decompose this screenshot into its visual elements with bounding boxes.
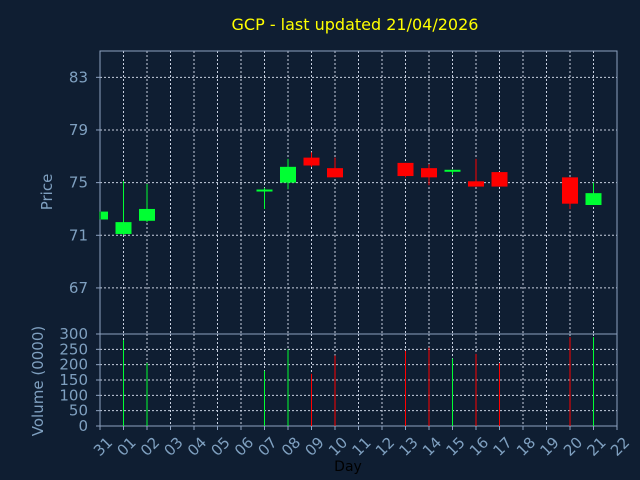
x-tick-label: 31 (90, 434, 116, 460)
candle (562, 177, 578, 209)
candle-body (491, 172, 508, 187)
x-tick-label: 20 (560, 434, 586, 460)
candle-body (397, 162, 414, 177)
x-tick-label: 05 (208, 434, 234, 460)
x-tick-label: 21 (584, 434, 610, 460)
candle-body (585, 193, 602, 206)
candle-body (256, 189, 273, 192)
volume-axis-label: Volume (0000) (29, 326, 47, 436)
x-tick-label: 09 (302, 434, 328, 460)
x-tick-label: 01 (114, 434, 140, 460)
candle (99, 211, 108, 220)
x-tick-label: 22 (607, 434, 633, 460)
x-tick-label: 11 (349, 434, 375, 460)
candle (139, 183, 155, 223)
x-tick-label: 07 (255, 434, 281, 460)
volume-tick-label: 250 (59, 340, 88, 358)
candle-body (101, 211, 108, 220)
x-tick-label: 02 (137, 434, 163, 460)
price-tick-label: 83 (69, 68, 88, 86)
price-tick-label: 79 (69, 121, 88, 139)
candle (256, 187, 273, 209)
volume-tick-label: 50 (69, 402, 88, 420)
volume-tick-label: 150 (59, 371, 88, 389)
price-axis-label: Price (38, 174, 56, 211)
x-tick-label: 08 (278, 434, 304, 460)
candle (397, 162, 414, 178)
candle (468, 158, 484, 187)
candle (115, 181, 132, 236)
price-tick-label: 71 (69, 226, 88, 244)
volume-tick-label: 200 (59, 356, 88, 374)
price-tick-label: 75 (69, 174, 88, 192)
x-tick-label: 03 (161, 434, 187, 460)
candle-body (468, 181, 484, 187)
candle-body (139, 208, 155, 221)
x-tick-label: 18 (513, 434, 539, 460)
candle-body (280, 166, 296, 183)
candle (327, 157, 343, 178)
candle (280, 158, 296, 190)
candle-body (562, 177, 578, 204)
candle-body (303, 157, 320, 166)
candle (421, 164, 437, 186)
x-tick-label: 12 (372, 434, 398, 460)
x-tick-label: 10 (325, 434, 351, 460)
volume-tick-label: 100 (59, 386, 88, 404)
candle-body (444, 169, 461, 172)
price-gridlines (99, 51, 618, 334)
candlestick-series (99, 152, 602, 236)
x-tick-label: 19 (537, 434, 563, 460)
x-tick-label: 14 (419, 434, 445, 460)
x-tick-label: 16 (466, 434, 492, 460)
volume-series (123, 337, 594, 426)
price-tick-label: 67 (69, 279, 88, 297)
candle-body (115, 222, 132, 234)
x-tick-label: 13 (396, 434, 422, 460)
price-y-axis: 67 71 75 79 83 (69, 68, 100, 297)
x-tick-label: 17 (490, 434, 516, 460)
candle (444, 169, 461, 175)
x-tick-label: 06 (231, 434, 257, 460)
x-axis: 3101020304050607080910111213141516171819… (90, 426, 633, 460)
volume-gridlines (99, 333, 618, 427)
chart-title: GCP - last updated 21/04/2026 (232, 15, 479, 34)
candle-body (327, 168, 343, 178)
x-axis-label: Day (334, 459, 362, 475)
candle (491, 172, 508, 187)
candle (303, 152, 320, 167)
candle (585, 182, 602, 206)
volume-tick-label: 300 (59, 325, 88, 343)
x-tick-label: 15 (443, 434, 469, 460)
x-tick-label: 04 (184, 434, 210, 460)
candle-body (421, 168, 437, 178)
volume-tick-label: 0 (78, 417, 88, 435)
